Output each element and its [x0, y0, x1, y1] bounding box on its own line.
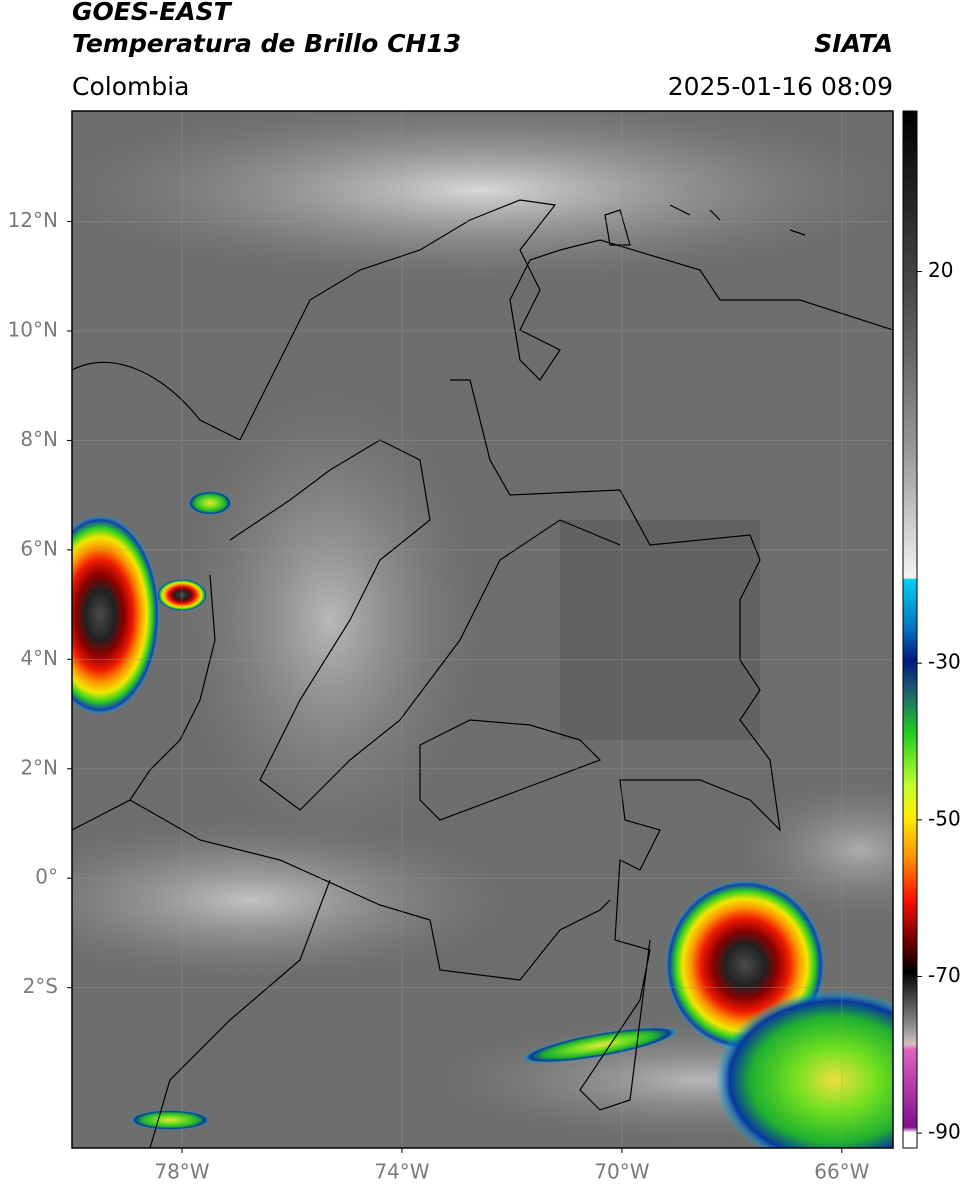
storm-cell	[715, 990, 893, 1148]
storm-cell	[130, 1110, 210, 1130]
region: Colombia	[72, 72, 189, 101]
colorbar-tick-label: 20	[928, 258, 953, 282]
colorbar-ticks: 20 -30 -50 -70 -90	[917, 258, 961, 1144]
source: SIATA	[814, 29, 893, 58]
lon-tick-label: 66°W	[814, 1160, 869, 1184]
cloud-band	[180, 390, 480, 850]
lat-tick-label: 6°N	[20, 536, 58, 560]
lon-tick-label: 74°W	[374, 1160, 429, 1184]
colorbar-tick-label: -70	[928, 963, 961, 987]
timestamp: 2025-01-16 08:09	[668, 72, 893, 101]
title: GOES-EAST	[72, 0, 233, 26]
clear-area	[560, 520, 760, 740]
colorbar-tick-label: -30	[928, 650, 961, 674]
colorbar-tick-label: -90	[928, 1120, 961, 1144]
graticule: 12°N 10°N 8°N 6°N 4°N 2°N 0° 2°S 78°W 74°W 70°W 66°…	[8, 111, 893, 1184]
lat-tick-label: 8°N	[20, 427, 58, 451]
colorbar-tick-label: -50	[928, 806, 961, 830]
lat-tick-label: 12°N	[8, 208, 58, 232]
lat-tick-label: 2°S	[23, 974, 58, 998]
satellite-image	[72, 111, 893, 1148]
map-frame	[71, 110, 894, 1149]
lon-tick-label: 78°W	[154, 1160, 209, 1184]
storm-cell	[72, 515, 160, 715]
subtitle: Temperatura de Brillo CH13	[72, 29, 461, 58]
storm-cell	[188, 491, 232, 515]
lat-tick-label: 2°N	[20, 755, 58, 779]
lon-tick-label: 70°W	[594, 1160, 649, 1184]
borders	[72, 199, 893, 1148]
colorbar	[902, 110, 918, 1149]
lat-tick-label: 4°N	[20, 646, 58, 670]
lat-tick-label: 10°N	[8, 317, 58, 341]
cloud-band	[72, 111, 893, 280]
lat-tick-label: 0°	[35, 865, 58, 889]
cloud-band	[72, 820, 510, 980]
storm-cell	[521, 1026, 679, 1064]
